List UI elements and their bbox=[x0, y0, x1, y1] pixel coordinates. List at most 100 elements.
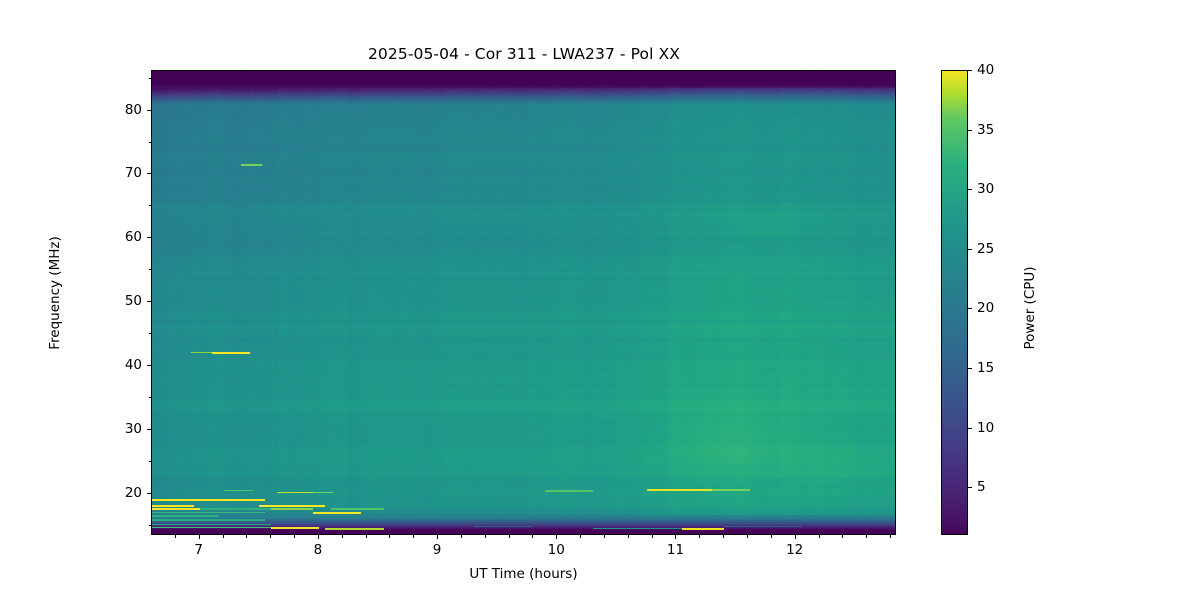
colorbar-tick-label: 40 bbox=[977, 62, 995, 78]
rfi-streak bbox=[152, 519, 266, 521]
colorbar-tick-label: 35 bbox=[977, 121, 995, 138]
colorbar-tick-label: 15 bbox=[977, 360, 995, 377]
rfi-streak bbox=[152, 526, 272, 529]
y-axis-tick-label: 80 bbox=[124, 101, 142, 118]
x-axis-tick bbox=[198, 535, 200, 539]
x-axis-minor-tick bbox=[603, 535, 605, 538]
x-axis-minor-tick bbox=[580, 535, 582, 538]
rfi-streak bbox=[223, 489, 254, 492]
rfi-streak bbox=[324, 528, 385, 530]
rfi-streak bbox=[312, 491, 334, 494]
colorbar-tick bbox=[968, 308, 972, 310]
colorbar-tick bbox=[968, 248, 972, 250]
y-axis-tick-label: 60 bbox=[124, 229, 142, 246]
y-axis-tick bbox=[147, 173, 151, 175]
y-axis-tick bbox=[147, 237, 151, 239]
rfi-streak bbox=[199, 508, 272, 510]
x-axis-minor-tick bbox=[389, 535, 391, 538]
y-axis-minor-tick bbox=[149, 141, 152, 143]
rfi-streak bbox=[682, 527, 725, 530]
colorbar-tick bbox=[968, 129, 972, 131]
x-axis-minor-tick bbox=[508, 535, 510, 538]
rfi-streak bbox=[152, 511, 266, 514]
x-axis-tick bbox=[437, 535, 439, 539]
colorbar-tick-label: 20 bbox=[977, 300, 995, 317]
x-axis-minor-tick bbox=[294, 535, 296, 538]
rfi-streak bbox=[152, 523, 272, 526]
colorbar-tick bbox=[968, 368, 972, 370]
spectrogram-axes[interactable] bbox=[151, 70, 896, 535]
x-axis-minor-tick bbox=[341, 535, 343, 538]
colorbar-tick-label: 10 bbox=[977, 419, 995, 436]
colorbar-tick-label: 30 bbox=[977, 181, 995, 198]
rfi-streak bbox=[152, 508, 200, 511]
x-axis-minor-tick bbox=[770, 535, 772, 538]
y-axis-tick bbox=[147, 428, 151, 430]
rfi-streak bbox=[241, 164, 262, 166]
x-axis-minor-tick bbox=[532, 535, 534, 538]
rfi-streak bbox=[593, 527, 683, 530]
colorbar-tick bbox=[968, 427, 972, 429]
rfi-streak bbox=[152, 498, 266, 501]
rfi-streak bbox=[330, 508, 385, 510]
rfi-streak bbox=[277, 491, 313, 494]
y-axis-tick-label: 20 bbox=[124, 484, 142, 501]
x-axis-tick-label: 9 bbox=[432, 542, 442, 558]
x-axis-minor-tick bbox=[651, 535, 653, 538]
x-axis-tick bbox=[556, 535, 558, 539]
page-title: 2025-05-04 - Cor 311 - LWA237 - Pol XX bbox=[367, 45, 681, 63]
x-axis-tick-label: 12 bbox=[786, 542, 804, 558]
y-axis-minor-tick bbox=[149, 77, 152, 79]
x-axis-minor-tick bbox=[413, 535, 415, 538]
y-axis-tick bbox=[147, 301, 151, 303]
y-axis-label: Frequency (MHz) bbox=[47, 236, 63, 350]
y-axis-tick bbox=[147, 109, 151, 111]
y-axis-minor-tick bbox=[149, 524, 152, 526]
x-axis-minor-tick bbox=[842, 535, 844, 538]
x-axis-minor-tick bbox=[699, 535, 701, 538]
y-axis-tick bbox=[147, 365, 151, 367]
rfi-streak bbox=[545, 490, 594, 493]
y-axis-minor-tick bbox=[149, 269, 152, 271]
y-axis-minor-tick bbox=[149, 460, 152, 462]
y-axis-tick-label: 30 bbox=[124, 420, 142, 437]
y-axis-tick-label: 50 bbox=[124, 293, 142, 310]
rfi-streak bbox=[152, 504, 194, 507]
x-axis-minor-tick bbox=[890, 535, 892, 538]
colorbar-label: Power (CPU) bbox=[1022, 266, 1038, 350]
colorbar-tick bbox=[968, 70, 972, 71]
colorbar-tick-label: 5 bbox=[977, 479, 986, 496]
y-axis-minor-tick bbox=[149, 397, 152, 399]
y-axis-minor-tick bbox=[149, 205, 152, 207]
x-axis-minor-tick bbox=[627, 535, 629, 538]
x-axis-minor-tick bbox=[222, 535, 224, 538]
colorbar-tick bbox=[968, 189, 972, 191]
rfi-streak bbox=[271, 508, 313, 510]
x-axis-minor-tick bbox=[174, 535, 176, 538]
x-axis-minor-tick bbox=[460, 535, 462, 538]
x-axis-minor-tick bbox=[246, 535, 248, 538]
y-axis-tick-label: 40 bbox=[124, 357, 142, 374]
x-axis-minor-tick bbox=[723, 535, 725, 538]
spectrogram-heatmap bbox=[152, 71, 895, 534]
rfi-streak bbox=[259, 504, 325, 507]
rfi-streak bbox=[646, 489, 713, 492]
x-axis-tick-label: 8 bbox=[313, 542, 323, 558]
rfi-streak-layer bbox=[152, 71, 895, 534]
x-axis-tick-label: 7 bbox=[194, 542, 203, 558]
y-axis-minor-tick bbox=[149, 333, 152, 335]
rfi-streak bbox=[191, 351, 212, 354]
rfi-streak bbox=[152, 515, 218, 517]
x-axis-tick-label: 10 bbox=[547, 542, 565, 558]
colorbar[interactable] bbox=[941, 70, 968, 535]
x-axis-minor-tick bbox=[866, 535, 868, 538]
rfi-streak bbox=[712, 489, 751, 491]
y-axis-tick bbox=[147, 492, 151, 494]
x-axis-minor-tick bbox=[484, 535, 486, 538]
x-axis-minor-tick bbox=[365, 535, 367, 538]
x-axis-label: UT Time (hours) bbox=[469, 566, 578, 582]
x-axis-minor-tick bbox=[270, 535, 272, 538]
colorbar-tick-label: 25 bbox=[977, 240, 995, 257]
x-axis-minor-tick bbox=[747, 535, 748, 538]
rfi-streak bbox=[312, 511, 361, 514]
